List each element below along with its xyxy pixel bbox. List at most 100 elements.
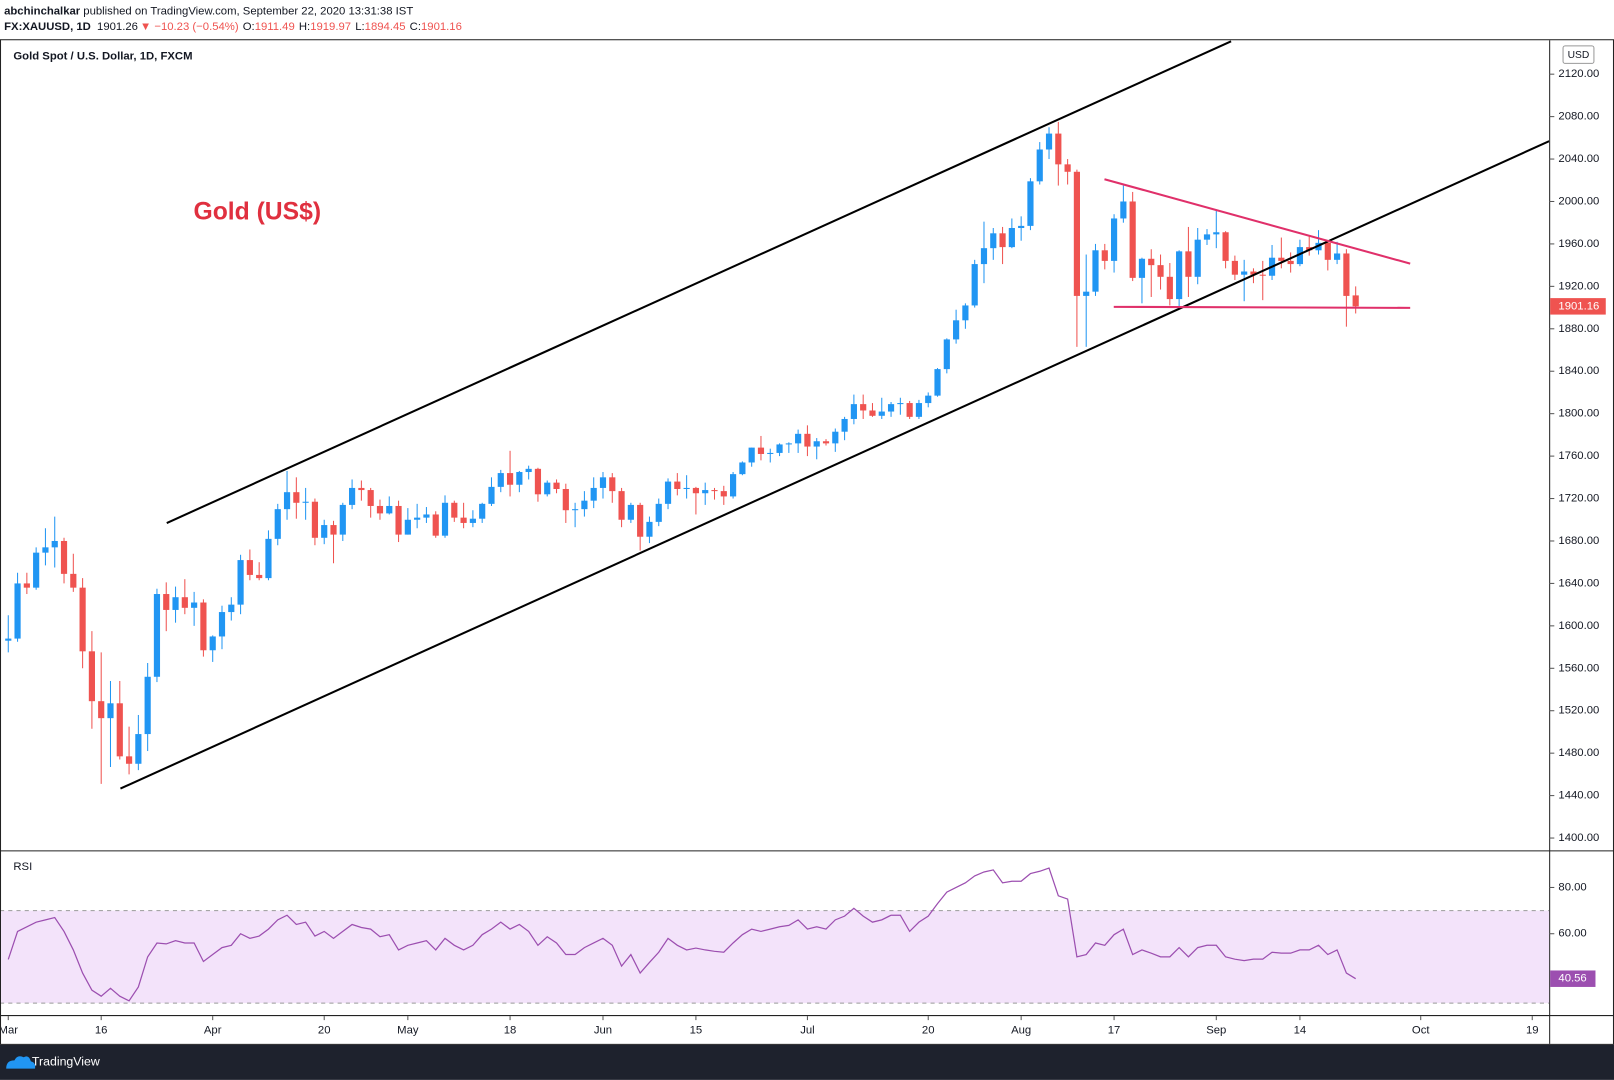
candle-body: [850, 404, 857, 419]
candle-body: [321, 525, 328, 538]
time-axis: Mar 16 Apr 20 May 18 Jun 15 Jul 20 Aug 17 Sep 14 Oct 19: [1, 1016, 1539, 1036]
candle-body: [125, 756, 133, 764]
candle-body: [488, 486, 495, 504]
candle-body: [172, 597, 179, 610]
candle-body: [1241, 271, 1248, 275]
y-tick-label: 1880.00: [1558, 323, 1599, 335]
candle-body: [1324, 242, 1331, 260]
candle-body: [776, 444, 783, 453]
candle-body: [497, 473, 504, 487]
triangle-support-line: [1113, 305, 1411, 309]
chart-title: Gold Spot / U.S. Dollar, 1D, FXCM: [13, 51, 192, 63]
candle-body: [1157, 265, 1164, 277]
candle-body: [228, 604, 235, 613]
last-price-box: [1550, 298, 1606, 315]
y-tick-label: 2120.00: [1558, 68, 1599, 80]
rsi-title: RSI: [13, 861, 32, 873]
candle-body: [98, 701, 105, 719]
candle-body: [293, 492, 300, 503]
candle-body: [534, 468, 542, 495]
candle-body: [646, 521, 653, 537]
rsi-last-label: 40.56: [1558, 973, 1586, 985]
candle-body: [655, 503, 662, 522]
candle-body: [599, 477, 607, 488]
candle-body: [1101, 250, 1108, 261]
candle-body: [386, 505, 393, 514]
x-tick-label: 15: [690, 1024, 703, 1036]
last-price-label: 1901.16: [1558, 300, 1599, 312]
ohlc-label: C:: [410, 21, 421, 33]
candle-body: [1036, 149, 1043, 182]
candle-body: [785, 443, 792, 445]
triangle-upper-line: [1104, 178, 1411, 265]
candle-body: [1045, 133, 1053, 150]
y-tick-label: 1680.00: [1558, 535, 1599, 547]
x-tick-label: Sep: [1206, 1024, 1226, 1036]
annotation: Gold (US$): [194, 199, 322, 226]
candle-body: [581, 500, 588, 510]
x-tick-label: 17: [1108, 1024, 1121, 1036]
candle-body: [915, 403, 923, 417]
candle-body: [999, 233, 1006, 248]
candle-body: [1083, 291, 1090, 296]
rsi-band: [1, 910, 1550, 1004]
candle-body: [395, 505, 402, 535]
candle-body: [1073, 171, 1080, 296]
candle-body: [367, 490, 374, 506]
candle-body: [953, 320, 960, 340]
candle-body: [729, 474, 737, 497]
y-tick-label: 1960.00: [1558, 238, 1599, 250]
candle-body: [79, 587, 86, 652]
ohlc-value: 1919.97: [310, 21, 351, 33]
y-tick-label: 1440.00: [1558, 790, 1599, 802]
candle-body: [376, 505, 384, 514]
ohlc-value: 1894.45: [365, 21, 406, 33]
rsi-last-box: [1550, 970, 1596, 987]
candle-body: [1231, 260, 1238, 275]
candle-body: [572, 509, 579, 511]
candle-body: [60, 540, 68, 574]
brand-name: TradingView: [32, 1055, 100, 1069]
channel-lower-line: [120, 140, 1550, 790]
candle-body: [1213, 232, 1220, 235]
candle-body: [1259, 274, 1266, 276]
candle-body: [33, 552, 40, 588]
candle-body: [237, 560, 244, 605]
candle-body: [1064, 164, 1071, 172]
y-tick-label: 1920.00: [1558, 280, 1599, 292]
candle-body: [906, 403, 913, 417]
candle-body: [469, 518, 476, 523]
candle-body: [181, 597, 188, 608]
y-tick-label: 1600.00: [1558, 620, 1599, 632]
candle-body: [256, 574, 263, 579]
footer-bar: [0, 1044, 1614, 1080]
candle-body: [516, 472, 523, 485]
rsi-pane: [1, 867, 1550, 1004]
candle-body: [42, 547, 49, 553]
candle-body: [14, 583, 21, 639]
candle-body: [339, 504, 346, 535]
candle-body: [637, 504, 644, 537]
candle-body: [627, 504, 634, 520]
publisher-line: abchinchalkar published on TradingView.co…: [4, 5, 413, 17]
candle-body: [265, 538, 272, 579]
candle-body: [135, 734, 142, 764]
candle-body: [897, 403, 904, 405]
candle-body: [683, 487, 690, 489]
candle-body: [1278, 257, 1285, 261]
candle-body: [822, 441, 830, 444]
candle-body: [1166, 276, 1173, 300]
candle-body: [832, 431, 839, 444]
drawings: [120, 40, 1550, 790]
y-tick-label: 80.00: [1558, 881, 1586, 893]
candle-body: [692, 487, 700, 494]
candle-body: [330, 525, 337, 535]
candle-body: [860, 404, 867, 411]
candle-body: [51, 540, 58, 548]
candle-body: [1129, 201, 1136, 278]
candle-body: [813, 441, 820, 447]
y-tick-label: 1560.00: [1558, 662, 1599, 674]
x-tick-label: Apr: [204, 1024, 222, 1036]
x-tick-label: May: [397, 1024, 419, 1036]
candle-body: [414, 517, 421, 520]
